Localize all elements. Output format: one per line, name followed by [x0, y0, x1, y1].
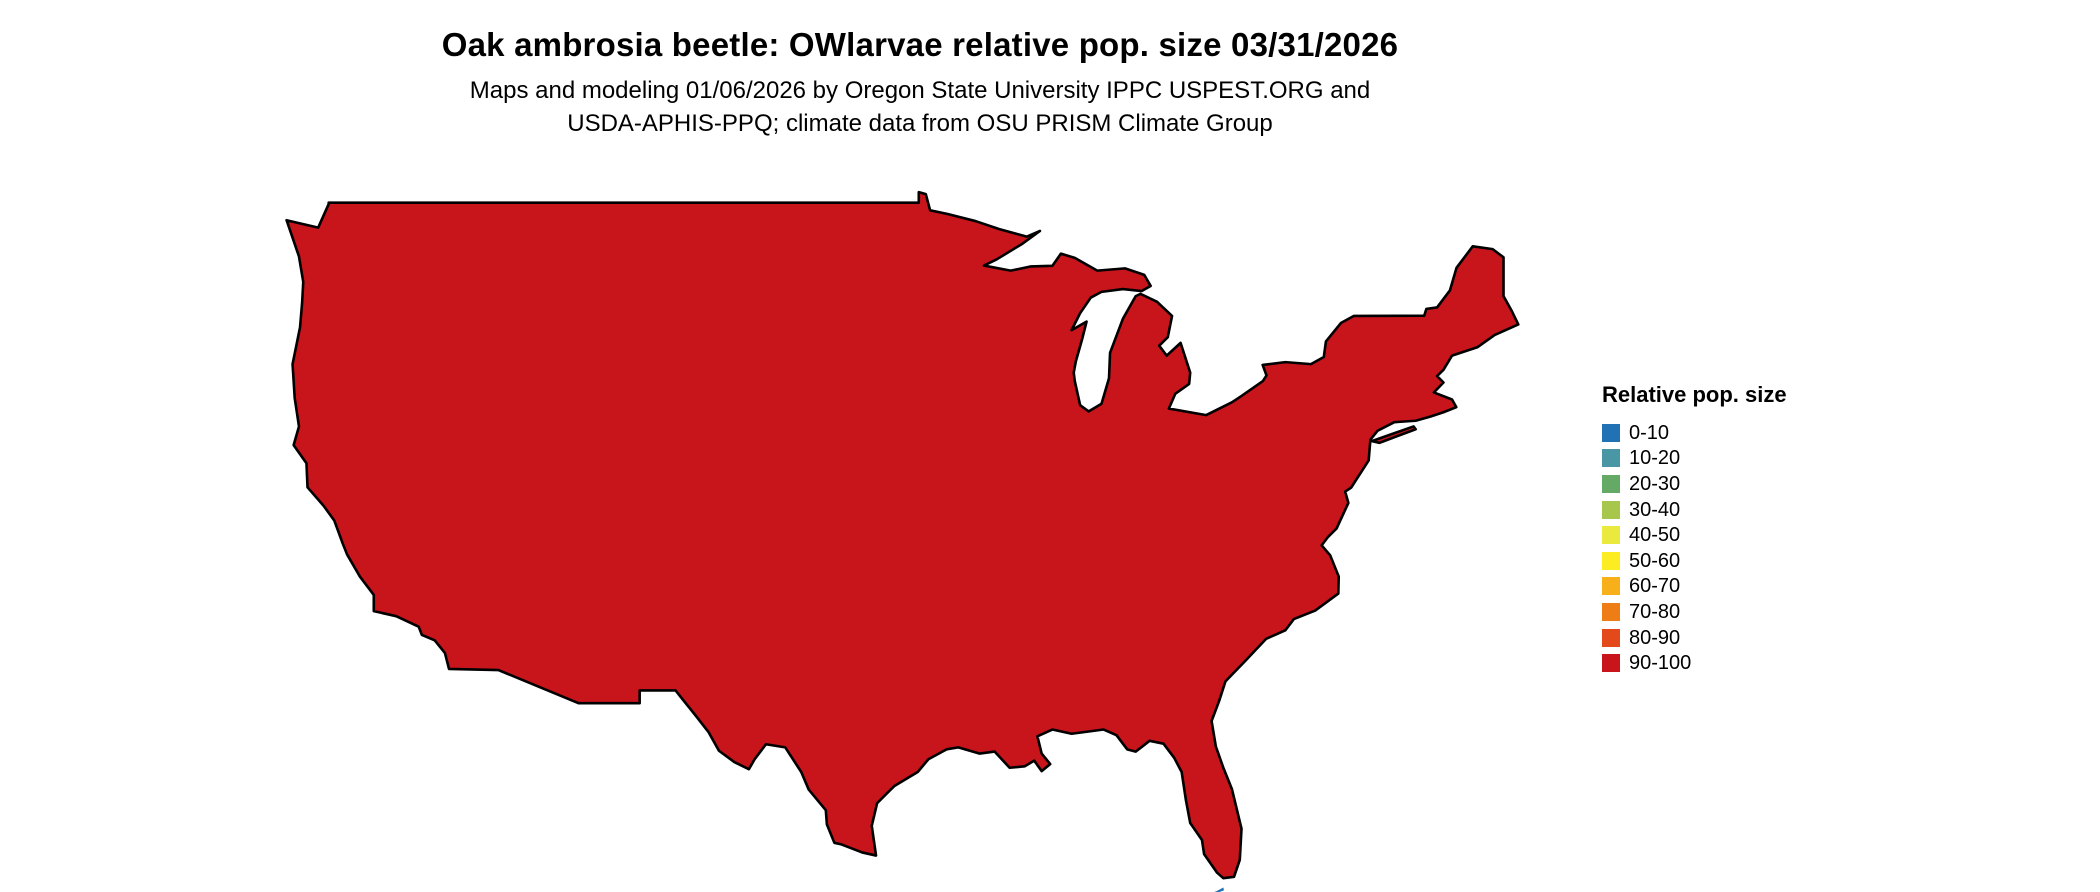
subtitle-line-1: Maps and modeling 01/06/2026 by Oregon S…: [469, 77, 1371, 104]
map-subtitle: Maps and modeling 01/06/2026 by Oregon S…: [270, 74, 1570, 140]
legend-swatch: [1602, 474, 1620, 493]
legend-item: 60-70: [1602, 574, 1787, 600]
legend-item: 30-40: [1602, 497, 1787, 523]
legend-item-label: 20-30: [1629, 472, 1681, 495]
legend-item-label: 30-40: [1629, 498, 1681, 521]
legend-item-label: 40-50: [1629, 524, 1681, 547]
legend-swatch: [1602, 500, 1620, 519]
legend-swatch: [1602, 423, 1620, 442]
legend-item: 80-90: [1602, 625, 1787, 651]
legend-item: 40-50: [1602, 522, 1787, 548]
legend-swatch: [1602, 551, 1620, 570]
legend-swatch: [1602, 577, 1620, 596]
legend-item-label: 10-20: [1629, 447, 1681, 470]
florida-keys: [1213, 887, 1224, 892]
legend: Relative pop. size 0-10 10-20 20-30 30-4…: [1602, 382, 1787, 676]
us-landmass-base: [286, 192, 1519, 879]
legend-swatch: [1602, 449, 1620, 468]
us-outline: [287, 192, 1519, 878]
legend-item-label: 90-100: [1629, 652, 1692, 675]
legend-swatch: [1602, 654, 1620, 673]
legend-item-label: 0-10: [1629, 421, 1670, 444]
legend-item: 10-20: [1602, 446, 1787, 472]
legend-item-label: 70-80: [1629, 600, 1681, 623]
legend-item-label: 80-90: [1629, 626, 1681, 649]
us-choropleth-map: [270, 180, 1532, 892]
legend-item: 20-30: [1602, 471, 1787, 497]
legend-title: Relative pop. size: [1602, 382, 1787, 407]
legend-item-label: 60-70: [1629, 575, 1681, 598]
us-map-svg: [270, 180, 1532, 892]
legend-item-label: 50-60: [1629, 549, 1681, 572]
legend-swatch: [1602, 602, 1620, 621]
legend-item: 0-10: [1602, 420, 1787, 446]
legend-item: 50-60: [1602, 548, 1787, 574]
legend-item: 90-100: [1602, 650, 1787, 676]
legend-swatch: [1602, 526, 1620, 545]
legend-swatch: [1602, 628, 1620, 647]
subtitle-line-2: USDA-APHIS-PPQ; climate data from OSU PR…: [567, 110, 1273, 137]
legend-item: 70-80: [1602, 599, 1787, 625]
page-title: Oak ambrosia beetle: OWlarvae relative p…: [441, 26, 1399, 63]
